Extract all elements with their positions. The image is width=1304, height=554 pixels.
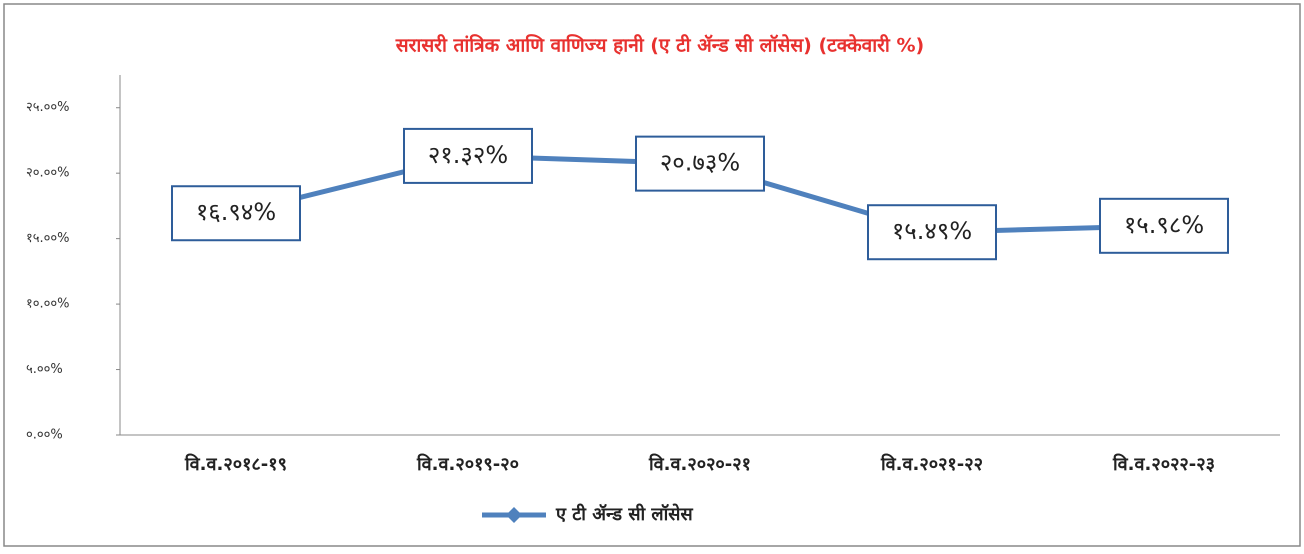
value-label-box <box>171 185 301 242</box>
x-tick-label: वि.व.२०१९-२० <box>416 453 519 475</box>
chart-title: सरासरी तांत्रिक आणि वाणिज्य हानी (ए टी ॲ… <box>395 34 924 57</box>
x-tick-label: वि.व.२०१८-१९ <box>184 453 287 475</box>
value-label-box <box>635 135 765 192</box>
x-tick-label: वि.व.२०२२-२३ <box>1112 453 1215 475</box>
x-tick-label: वि.व.२०२०-२१ <box>648 453 751 475</box>
y-tick-label: २०.००% <box>26 166 70 181</box>
value-label: १६.९४% <box>196 198 276 226</box>
value-label: १५.४९% <box>892 217 972 245</box>
value-label: १५.९८% <box>1124 211 1204 239</box>
legend-marker <box>506 507 522 523</box>
y-tick-label: १०.००% <box>26 297 70 312</box>
value-label-box <box>403 127 533 184</box>
chart-border <box>3 3 1301 547</box>
y-tick-label: २५.००% <box>26 100 70 115</box>
value-label-box <box>867 204 997 261</box>
value-label: २०.७३% <box>660 149 740 177</box>
y-tick-label: ५.००% <box>26 362 63 377</box>
y-tick-label: ०.००% <box>26 428 63 443</box>
x-tick-label: वि.व.२०२१-२२ <box>880 453 983 475</box>
y-tick-label: १५.००% <box>26 231 70 246</box>
value-label: २१.३२% <box>428 141 508 169</box>
value-label-box <box>1099 197 1229 254</box>
legend-label: ए टी ॲन्ड सी लॉसेस <box>555 503 693 525</box>
